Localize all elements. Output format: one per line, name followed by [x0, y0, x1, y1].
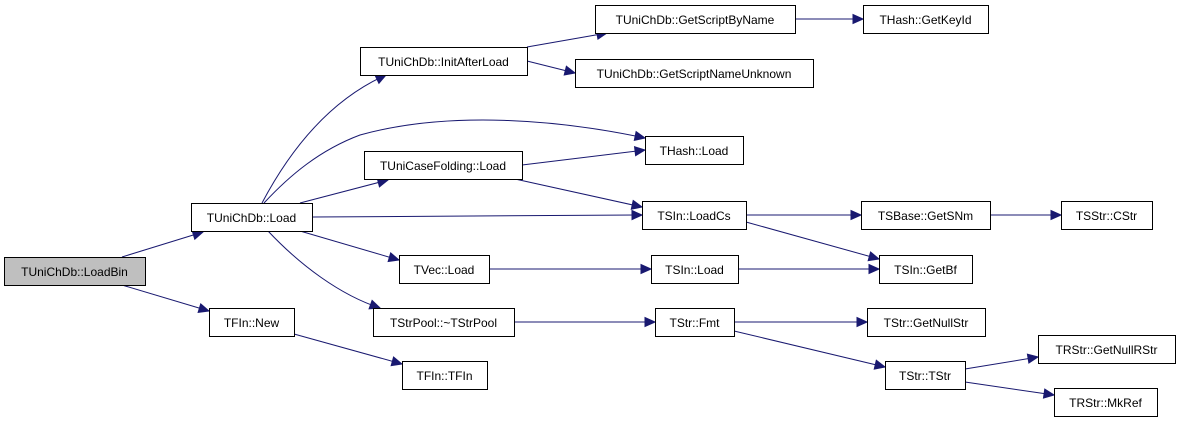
edge-tvecload-to-sinload: [489, 263, 653, 275]
node-label: TStr::Fmt: [670, 316, 721, 330]
edge-strpool-to-fmt: [514, 316, 657, 328]
arrowhead-icon: [644, 316, 657, 328]
edge-fmt-to-getnullstr: [734, 316, 869, 328]
node-label: TUniChDb::GetScriptByName: [616, 13, 775, 27]
arrowhead-icon: [368, 299, 382, 310]
node-label: TVec::Load: [414, 263, 475, 277]
edge-loadbin-to-load: [121, 230, 205, 258]
arrowhead-icon: [856, 316, 869, 328]
node-getnullrstr[interactable]: TRStr::GetNullRStr: [1038, 335, 1176, 364]
edge-loadbin-to-fnew: [121, 284, 211, 314]
arrowhead-icon: [387, 251, 401, 263]
node-sinload[interactable]: TSIn::Load: [651, 255, 739, 284]
arrowhead-icon: [873, 359, 887, 370]
edge-loadcs-to-getbf: [745, 221, 881, 262]
node-label: TSBase::GetSNm: [878, 209, 973, 223]
edge-load-to-tvecload: [299, 230, 401, 263]
node-load[interactable]: TUniChDb::Load: [191, 203, 313, 232]
node-getunknown[interactable]: TUniChDb::GetScriptNameUnknown: [575, 59, 814, 88]
node-label: TUniChDb::Load: [207, 211, 296, 225]
arrowhead-icon: [1042, 388, 1056, 399]
edge-load-to-casefold: [299, 177, 390, 204]
arrowhead-icon: [852, 13, 865, 25]
edge-initafter-to-getunknown: [526, 60, 577, 76]
node-hashload[interactable]: THash::Load: [645, 136, 744, 165]
edge-sinload-to-getbf: [738, 263, 881, 275]
arrowhead-icon: [563, 65, 577, 76]
arrowhead-icon: [633, 130, 647, 142]
arrowhead-icon: [640, 263, 653, 275]
edge-load-to-initafter: [261, 74, 388, 204]
node-strpool[interactable]: TStrPool::~TStrPool: [373, 308, 515, 337]
node-label: THash::Load: [660, 144, 729, 158]
node-label: TUniCaseFolding::Load: [380, 159, 506, 173]
edge-tstr-to-getnullrstr: [964, 353, 1040, 370]
node-getnullstr[interactable]: TStr::GetNullStr: [867, 308, 986, 337]
node-casefold[interactable]: TUniCaseFolding::Load: [364, 151, 523, 180]
node-getscript[interactable]: TUniChDb::GetScriptByName: [595, 5, 796, 34]
arrowhead-icon: [197, 302, 211, 314]
arrowhead-icon: [633, 146, 647, 157]
arrowhead-icon: [1026, 353, 1040, 364]
edge-load-to-hashload: [263, 119, 647, 204]
edge-casefold-to-hashload: [521, 146, 647, 166]
arrowhead-icon: [1050, 209, 1063, 221]
edge-fmt-to-tstr: [733, 330, 887, 370]
node-label: TUniChDb::GetScriptNameUnknown: [597, 67, 792, 81]
arrowhead-icon: [868, 263, 881, 275]
node-getkeyid[interactable]: THash::GetKeyId: [863, 5, 989, 34]
node-fnew[interactable]: TFIn::New: [209, 308, 295, 337]
node-label: TSIn::Load: [665, 263, 724, 277]
arrowhead-icon: [390, 356, 404, 367]
edge-casefold-to-loadcs: [514, 178, 644, 210]
node-cstr[interactable]: TSStr::CStr: [1061, 201, 1153, 230]
node-initafter[interactable]: TUniChDb::InitAfterLoad: [360, 47, 528, 76]
node-tvecload[interactable]: TVec::Load: [399, 255, 490, 284]
node-label: TRStr::GetNullRStr: [1055, 343, 1157, 357]
edge-tstr-to-mkref: [964, 381, 1056, 399]
edge-getsnm-to-cstr: [990, 209, 1063, 221]
node-tfin[interactable]: TFIn::TFIn: [402, 361, 488, 390]
node-label: TRStr::MkRef: [1069, 396, 1142, 410]
arrowhead-icon: [850, 209, 863, 221]
node-label: TFIn::TFIn: [416, 369, 472, 383]
node-label: TSIn::GetBf: [894, 263, 957, 277]
node-fmt[interactable]: TStr::Fmt: [655, 308, 735, 337]
node-label: TSStr::CStr: [1076, 209, 1137, 223]
node-label: TStr::TStr: [899, 369, 951, 383]
node-mkref[interactable]: TRStr::MkRef: [1054, 388, 1158, 417]
node-loadbin: TUniChDb::LoadBin: [4, 257, 146, 286]
arrowhead-icon: [374, 74, 388, 85]
node-label: THash::GetKeyId: [879, 13, 971, 27]
node-getsnm[interactable]: TSBase::GetSNm: [861, 201, 991, 230]
node-loadcs[interactable]: TSIn::LoadCs: [642, 201, 747, 230]
arrowhead-icon: [631, 209, 644, 221]
arrowhead-icon: [867, 251, 881, 262]
node-getbf[interactable]: TSIn::GetBf: [879, 255, 973, 284]
node-label: TFIn::New: [224, 316, 280, 330]
edge-load-to-strpool: [267, 230, 382, 310]
node-label: TUniChDb::LoadBin: [21, 265, 128, 279]
edge-load-to-loadcs: [311, 209, 644, 221]
node-label: TSIn::LoadCs: [657, 209, 730, 223]
node-label: TStr::GetNullStr: [884, 316, 969, 330]
arrowhead-icon: [630, 199, 644, 210]
node-tstr[interactable]: TStr::TStr: [885, 361, 966, 390]
edge-loadcs-to-getsnm: [746, 209, 863, 221]
edge-fnew-to-tfin: [293, 333, 404, 367]
node-label: TUniChDb::InitAfterLoad: [378, 55, 509, 69]
node-label: TStrPool::~TStrPool: [390, 316, 497, 330]
edge-getscript-to-getkeyid: [795, 13, 865, 25]
